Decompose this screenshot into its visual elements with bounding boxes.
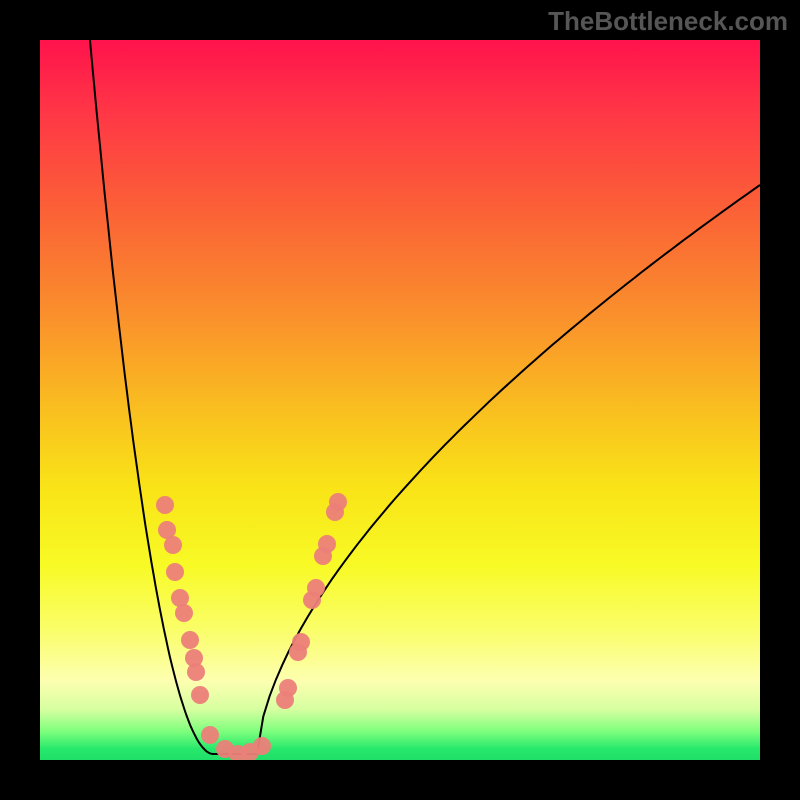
- data-point-marker: [329, 493, 347, 511]
- data-point-marker: [253, 737, 271, 755]
- data-point-marker: [156, 496, 174, 514]
- plot-area: [40, 40, 760, 760]
- data-point-marker: [201, 726, 219, 744]
- data-point-marker: [279, 679, 297, 697]
- data-point-marker: [164, 536, 182, 554]
- data-point-marker: [187, 663, 205, 681]
- chart-svg: [40, 40, 760, 760]
- data-point-marker: [292, 633, 310, 651]
- chart-container: TheBottleneck.com: [0, 0, 800, 800]
- data-point-marker: [318, 535, 336, 553]
- data-point-marker: [191, 686, 209, 704]
- gradient-background: [40, 40, 760, 760]
- data-point-marker: [181, 631, 199, 649]
- data-point-marker: [166, 563, 184, 581]
- watermark-text: TheBottleneck.com: [548, 6, 788, 37]
- data-point-marker: [307, 579, 325, 597]
- data-point-marker: [175, 604, 193, 622]
